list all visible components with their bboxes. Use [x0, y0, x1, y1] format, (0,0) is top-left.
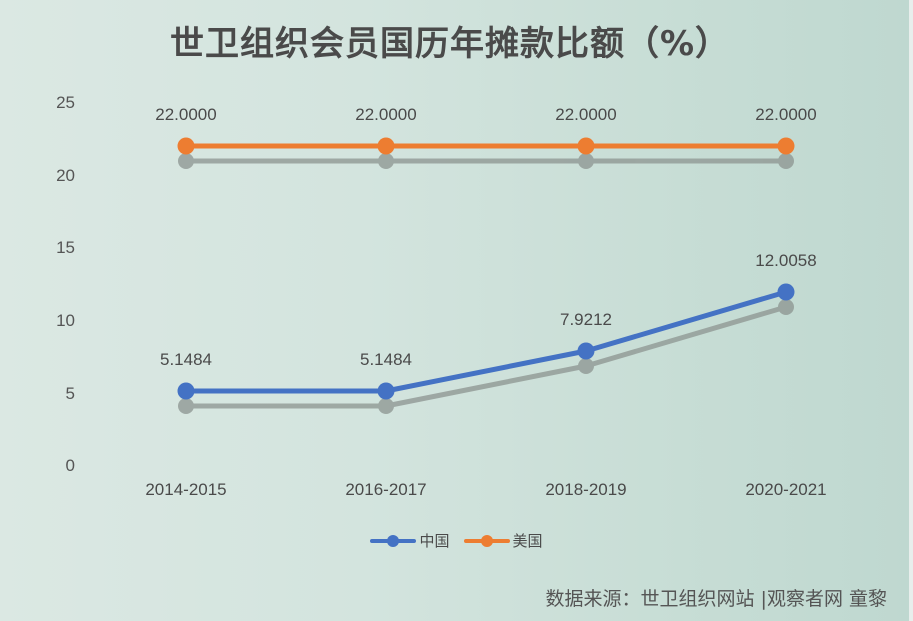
china-label-2: 5.1484 [360, 350, 412, 369]
usa-label-4: 22.0000 [755, 105, 817, 124]
x-tick-2018-2019: 2018-2019 [545, 480, 627, 499]
china-point-2[interactable] [377, 382, 395, 400]
source-note: 数据来源：世卫组织网站 |观察者网 童黎 [545, 588, 887, 610]
y-tick-0: 0 [65, 456, 75, 475]
china-point-1[interactable] [177, 382, 195, 400]
usa-label-3: 22.0000 [555, 105, 617, 124]
legend-label-china: 中国 [419, 532, 450, 550]
x-tick-2014-2015: 2014-2015 [145, 480, 227, 499]
legend: 中国 美国 [0, 530, 913, 551]
x-tick-2016-2017: 2016-2017 [345, 480, 427, 499]
legend-label-usa: 美国 [512, 532, 543, 550]
series-usa[interactable] [177, 137, 795, 155]
legend-item-usa[interactable]: 美国 [463, 530, 543, 551]
usa-point-2[interactable] [377, 137, 395, 155]
china-point-4[interactable] [777, 283, 795, 301]
series-china[interactable] [177, 283, 795, 400]
line-marker-icon [463, 534, 510, 547]
y-tick-20: 20 [56, 166, 75, 185]
usa-label-1: 22.0000 [155, 105, 217, 124]
y-tick-5: 5 [65, 384, 75, 403]
y-tick-15: 15 [56, 238, 75, 257]
legend-item-china[interactable]: 中国 [370, 530, 450, 551]
china-point-3[interactable] [577, 342, 595, 360]
y-tick-10: 10 [56, 311, 75, 330]
series-shadows [178, 153, 794, 414]
x-tick-2020-2021: 2020-2021 [745, 480, 827, 499]
line-marker-icon [370, 534, 417, 547]
china-label-1: 5.1484 [160, 350, 212, 369]
china-label-3: 7.9212 [560, 310, 612, 329]
usa-label-2: 22.0000 [355, 105, 417, 124]
usa-point-4[interactable] [777, 137, 795, 155]
chart-title: 世卫组织会员国历年摊款比额（%） [169, 24, 731, 64]
y-tick-25: 25 [56, 93, 75, 112]
china-label-4: 12.0058 [755, 251, 817, 270]
usa-point-3[interactable] [577, 137, 595, 155]
usa-point-1[interactable] [177, 137, 195, 155]
